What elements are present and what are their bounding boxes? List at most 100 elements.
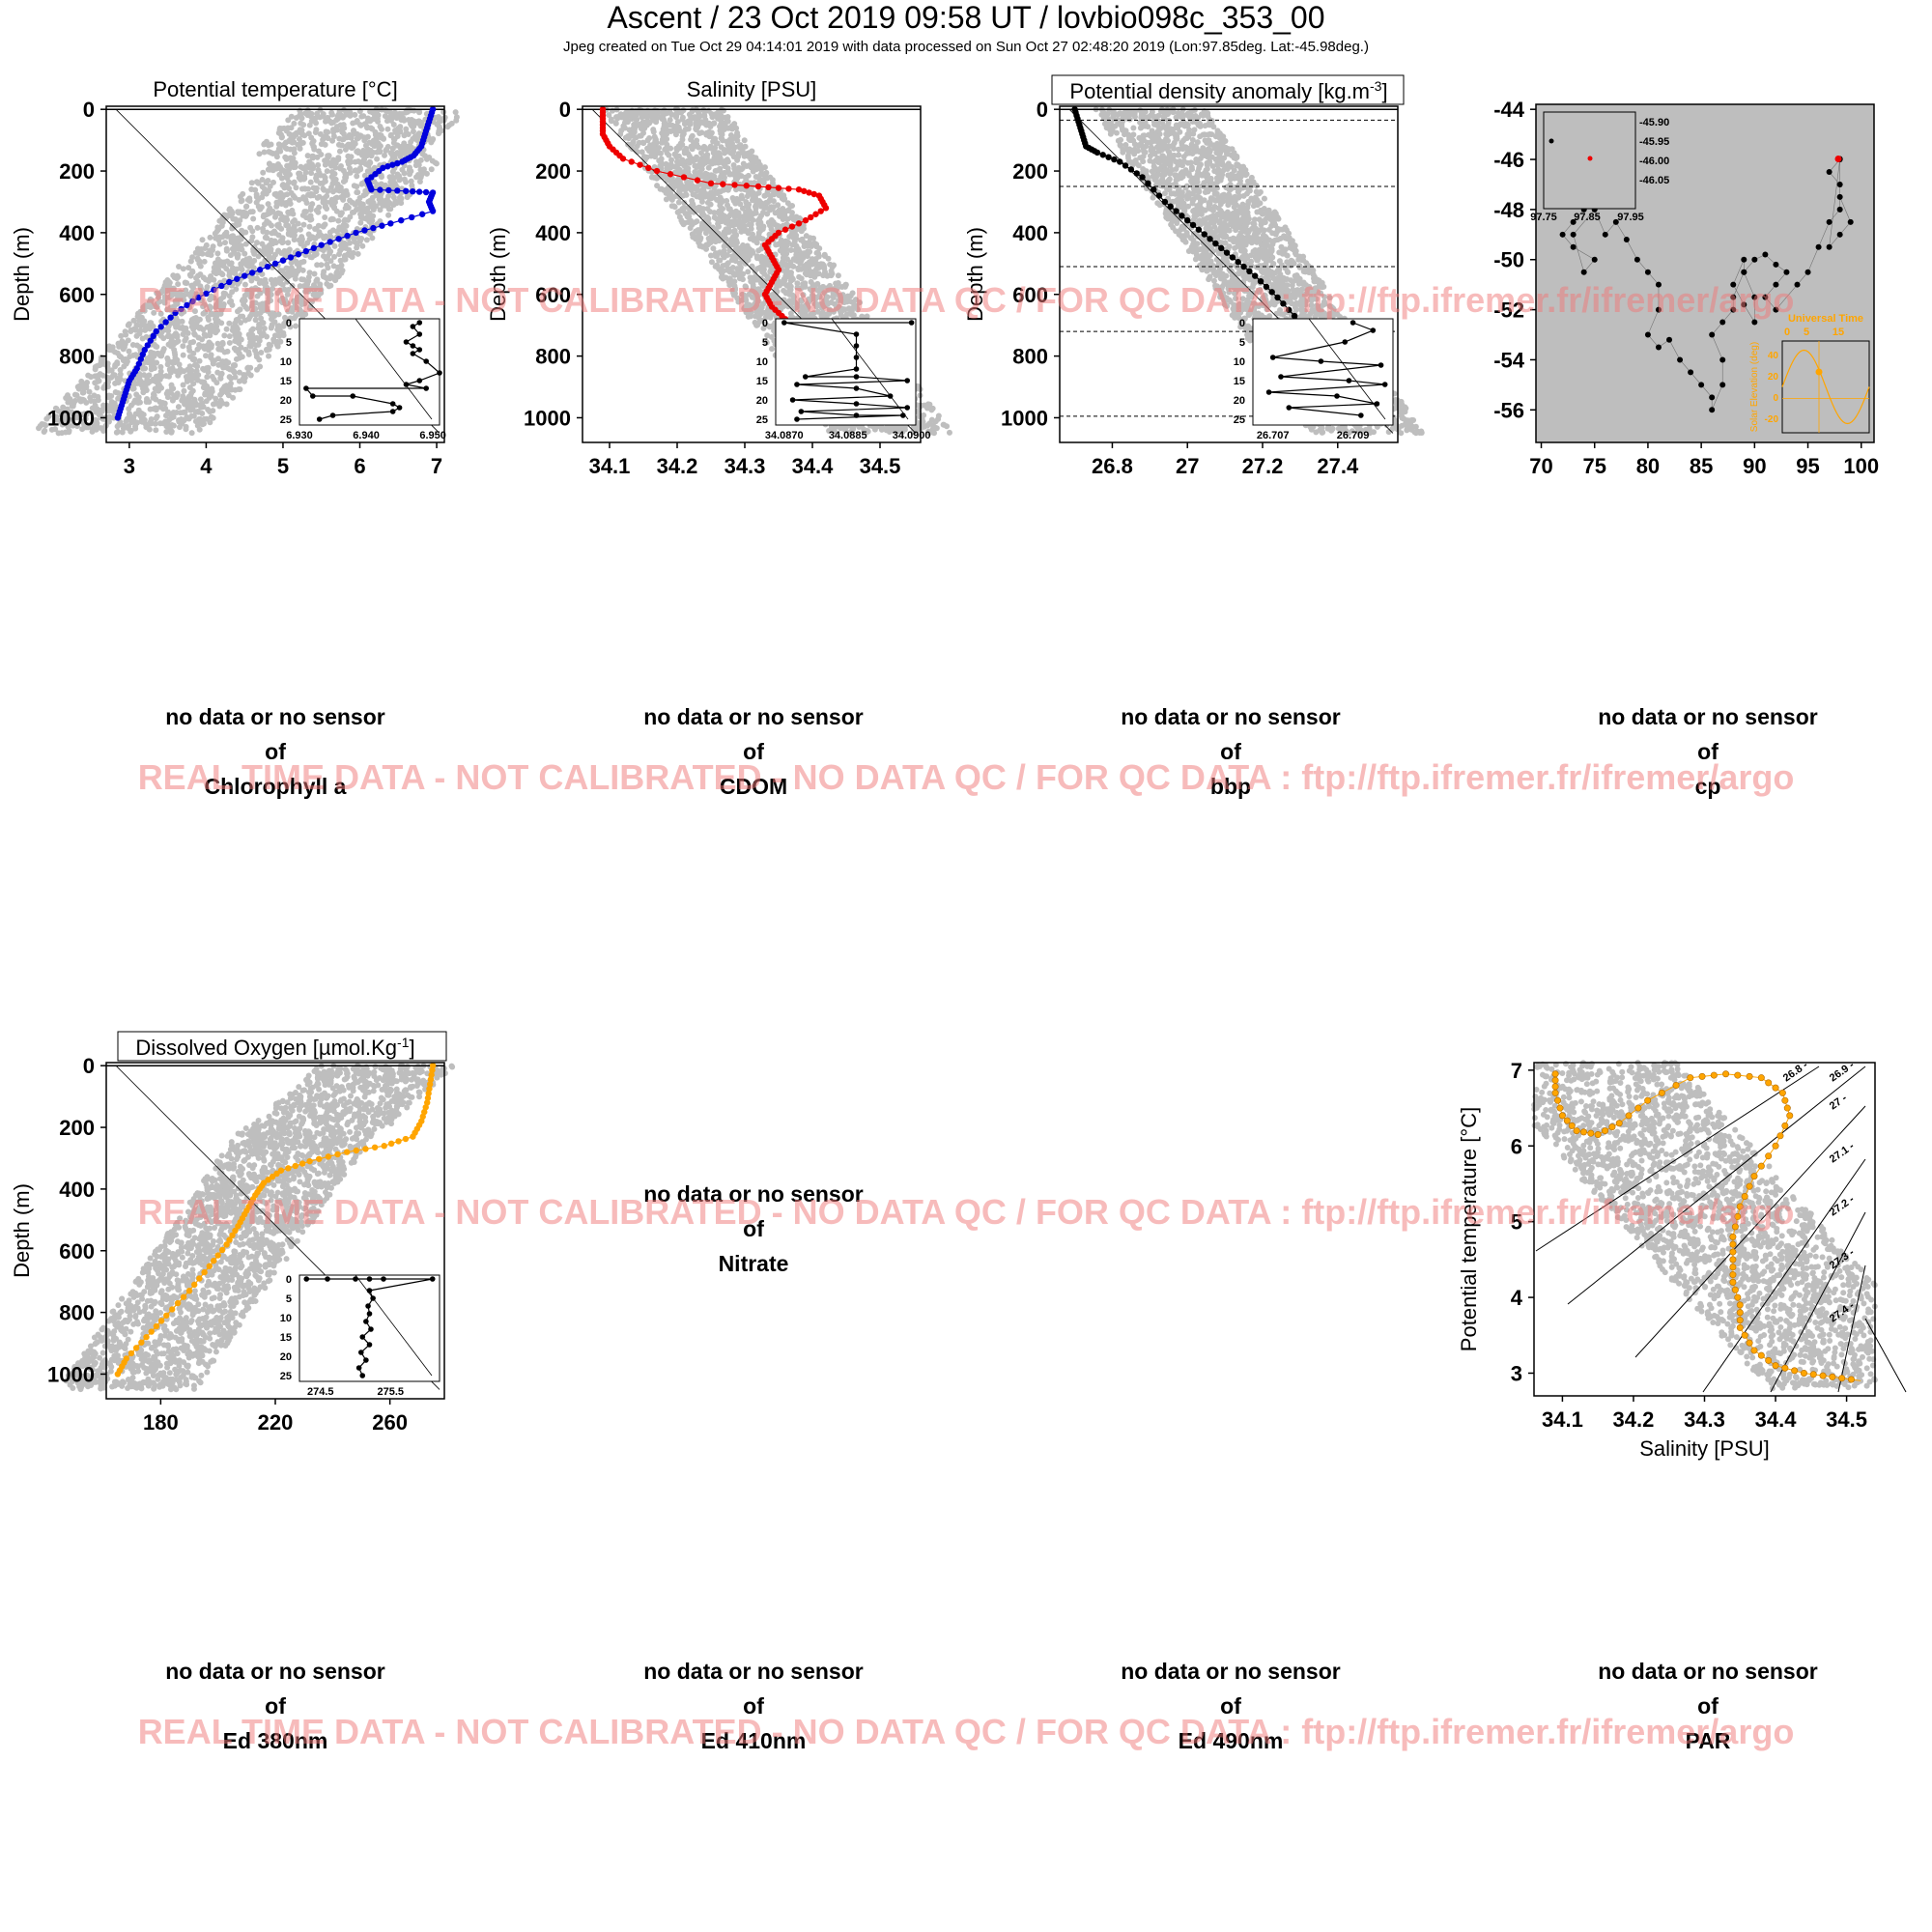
background-point bbox=[663, 146, 669, 153]
background-point bbox=[208, 352, 214, 358]
profile-point bbox=[157, 324, 164, 330]
profile-point bbox=[226, 278, 233, 286]
background-point bbox=[213, 320, 219, 327]
background-point bbox=[130, 399, 137, 406]
background-point bbox=[345, 141, 352, 148]
background-point bbox=[195, 372, 202, 379]
background-point bbox=[284, 191, 291, 198]
background-point bbox=[309, 155, 316, 161]
y-tick-label: 800 bbox=[59, 345, 95, 369]
background-point bbox=[157, 404, 164, 411]
background-point bbox=[317, 172, 324, 179]
background-point bbox=[452, 109, 459, 116]
background-point bbox=[392, 109, 399, 116]
background-point bbox=[813, 249, 820, 256]
profile-point bbox=[398, 216, 405, 224]
background-point bbox=[370, 213, 377, 219]
background-point bbox=[194, 324, 201, 330]
background-point bbox=[360, 192, 367, 199]
background-point bbox=[262, 285, 269, 292]
background-point bbox=[317, 114, 324, 121]
x-tick-label: 5 bbox=[277, 454, 289, 478]
background-point bbox=[117, 376, 124, 383]
background-point bbox=[313, 175, 320, 182]
background-point bbox=[434, 121, 440, 128]
background-point bbox=[163, 429, 170, 436]
profile-point bbox=[368, 186, 375, 193]
background-point bbox=[389, 173, 396, 180]
background-point bbox=[201, 379, 208, 385]
background-point bbox=[183, 426, 189, 433]
profile-point bbox=[408, 213, 415, 221]
background-point bbox=[323, 256, 329, 263]
background-point bbox=[83, 384, 90, 391]
background-point bbox=[807, 248, 813, 255]
background-point bbox=[231, 369, 238, 376]
x-tick-label: 6 bbox=[354, 454, 365, 478]
inset-point bbox=[310, 393, 316, 399]
background-point bbox=[242, 281, 248, 288]
background-point bbox=[182, 337, 188, 344]
background-point bbox=[221, 349, 228, 355]
background-point bbox=[724, 267, 730, 273]
background-point bbox=[236, 210, 242, 216]
background-point bbox=[261, 243, 268, 250]
background-point bbox=[310, 144, 317, 151]
background-point bbox=[141, 416, 148, 423]
background-point bbox=[327, 272, 334, 279]
background-point bbox=[325, 153, 331, 159]
background-point bbox=[124, 415, 130, 422]
background-point bbox=[300, 258, 307, 265]
profile-point bbox=[418, 211, 426, 217]
background-point bbox=[344, 191, 351, 198]
background-point bbox=[261, 326, 268, 332]
background-point bbox=[315, 167, 322, 174]
background-point bbox=[201, 346, 208, 353]
inset-point bbox=[410, 343, 416, 349]
background-point bbox=[347, 197, 354, 204]
background-point bbox=[319, 180, 326, 186]
background-point bbox=[363, 237, 370, 243]
background-point bbox=[335, 217, 342, 224]
background-point bbox=[245, 370, 252, 377]
background-point bbox=[761, 192, 768, 199]
inset-point bbox=[403, 339, 410, 345]
background-point bbox=[307, 216, 314, 223]
background-point bbox=[85, 372, 92, 379]
profile-point bbox=[370, 224, 377, 232]
background-point bbox=[703, 227, 710, 234]
background-point bbox=[239, 231, 245, 238]
background-point bbox=[291, 217, 298, 224]
background-point bbox=[288, 232, 295, 239]
background-point bbox=[285, 308, 292, 315]
background-point bbox=[187, 258, 194, 265]
background-point bbox=[700, 107, 707, 114]
background-point bbox=[289, 139, 296, 146]
background-point bbox=[298, 127, 305, 133]
background-point bbox=[200, 384, 207, 391]
background-point bbox=[206, 390, 213, 397]
background-point bbox=[175, 404, 182, 411]
profile-point bbox=[189, 298, 196, 305]
background-point bbox=[199, 421, 206, 428]
background-point bbox=[384, 126, 391, 132]
background-point bbox=[243, 203, 250, 210]
background-point bbox=[286, 210, 293, 216]
background-point bbox=[226, 293, 233, 299]
background-point bbox=[152, 385, 158, 392]
background-point bbox=[247, 313, 254, 320]
background-point bbox=[264, 290, 270, 297]
background-point bbox=[201, 258, 208, 265]
background-point bbox=[147, 326, 154, 332]
background-point bbox=[307, 179, 314, 185]
background-point bbox=[322, 202, 328, 209]
background-point bbox=[148, 420, 155, 427]
background-point bbox=[264, 235, 270, 242]
background-point bbox=[658, 113, 665, 120]
background-point bbox=[183, 287, 189, 294]
background-point bbox=[416, 109, 423, 116]
background-point bbox=[324, 168, 330, 175]
background-point bbox=[752, 313, 758, 320]
background-point bbox=[354, 149, 360, 156]
profile-point bbox=[162, 319, 169, 326]
